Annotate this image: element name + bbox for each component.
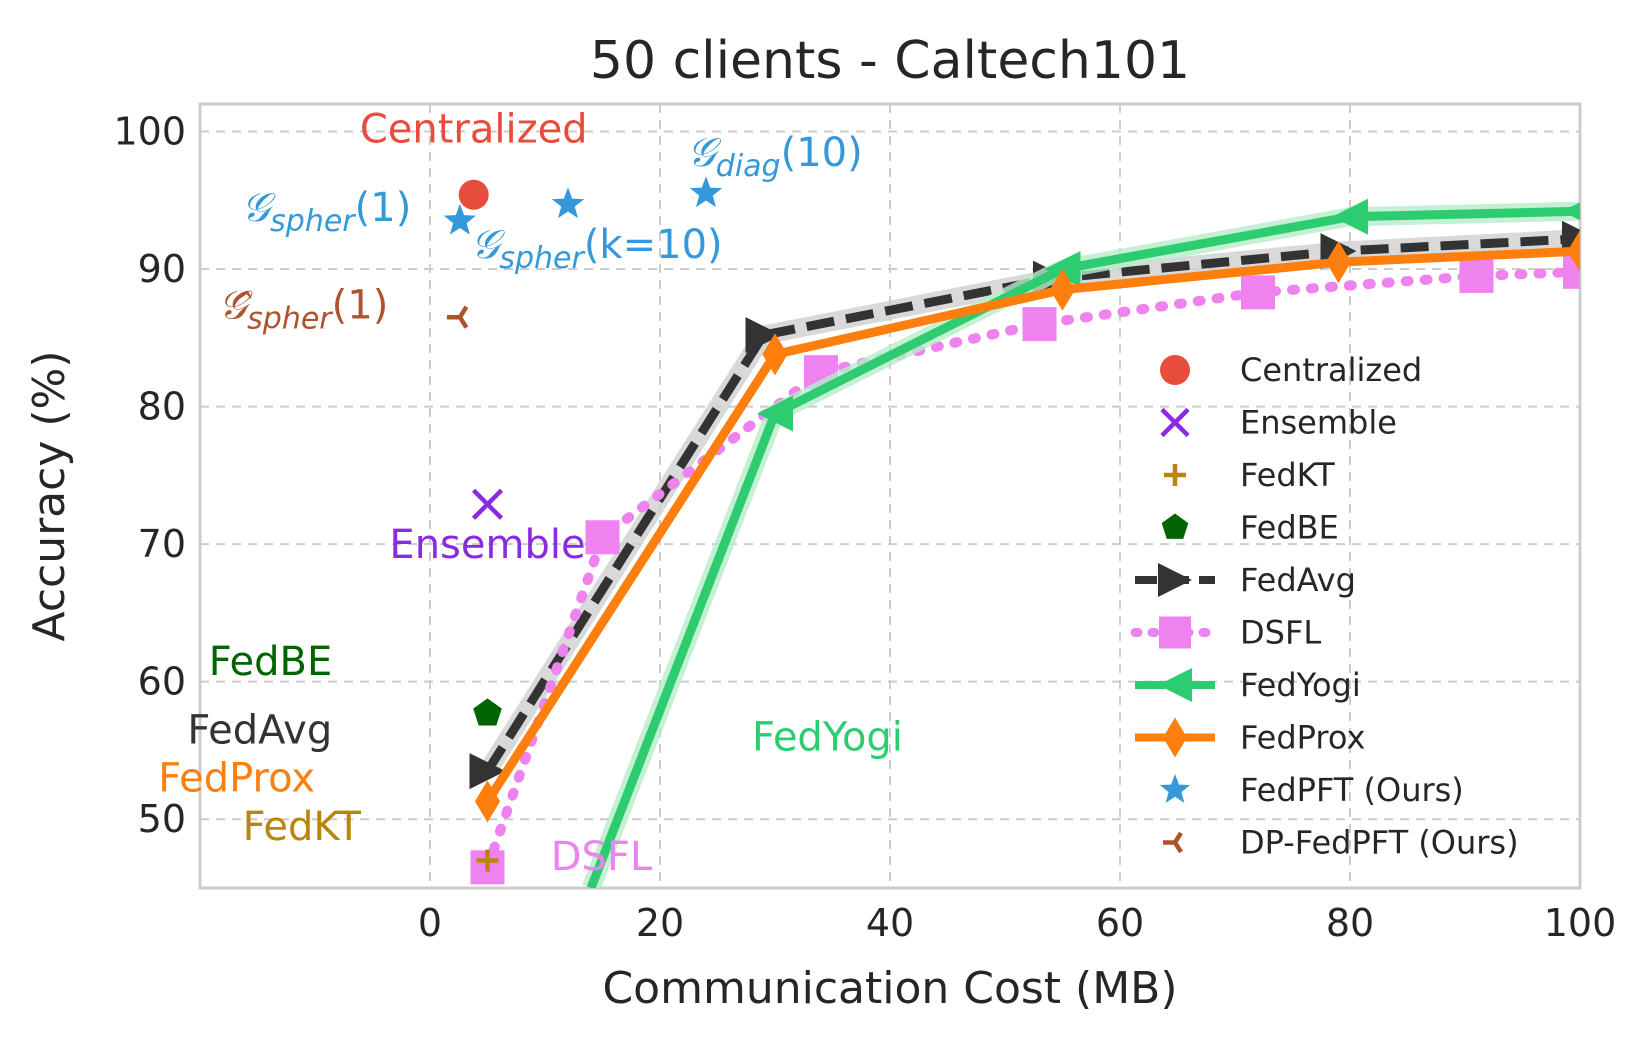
data-point-fedprox <box>1049 268 1076 311</box>
x-tick-label: 0 <box>418 901 442 945</box>
x-tick-label: 20 <box>636 901 684 945</box>
annotation-gdiag10: 𝒢diag(10) <box>687 130 862 184</box>
annotation-fedkt: FedKT <box>243 804 362 850</box>
annotation-dsfl: DSFL <box>551 834 653 880</box>
point-dp-fedpft-ours <box>446 305 469 329</box>
data-point-dsfl <box>585 520 620 555</box>
data-point-fedprox <box>1325 241 1352 284</box>
legend-item-fedprox: FedProx <box>1135 717 1365 758</box>
legend-item-fedbe: FedBE <box>1161 509 1339 547</box>
x-tick-label: 60 <box>1096 901 1144 945</box>
legend-item-fedpft-ours: FedPFT (Ours) <box>1159 771 1464 809</box>
legend-item-fedyogi: FedYogi <box>1135 666 1361 704</box>
legend-label: FedProx <box>1240 719 1365 757</box>
point-fedpft-ours-k-1 <box>443 203 477 235</box>
legend-item-fedkt: FedKT <box>1164 456 1335 494</box>
data-point-fedavg <box>469 753 506 790</box>
annotation-dpg: 𝒢̂spher(1) <box>219 283 389 337</box>
data-point-fedyogi <box>1332 198 1368 235</box>
legend-marker <box>1158 668 1192 702</box>
point-fedpft-ours-k-10 <box>551 187 585 219</box>
y-tick-label: 100 <box>113 110 186 154</box>
data-point-fedprox <box>1567 230 1580 273</box>
legend-marker <box>1159 616 1191 649</box>
legend-item-centralized: Centralized <box>1160 351 1422 389</box>
legend-item-dp-fedpft-ours: DP-FedPFT (Ours) <box>1163 824 1519 862</box>
point-fedpft-ours-diag <box>689 176 723 208</box>
point-centralized <box>458 179 489 210</box>
legend-label: FedPFT (Ours) <box>1240 771 1464 809</box>
point-fedkt <box>476 849 499 872</box>
legend-marker <box>1161 513 1189 539</box>
legend-item-dsfl: DSFL <box>1130 614 1321 652</box>
annotation-fedyogi: FedYogi <box>752 714 903 760</box>
data-point-fedprox <box>762 333 788 376</box>
legend-label: Centralized <box>1240 351 1422 389</box>
point-fedbe <box>473 698 502 726</box>
y-tick-label: 70 <box>138 522 186 566</box>
x-tick-label: 80 <box>1326 901 1374 945</box>
y-tick-label: 90 <box>138 247 186 291</box>
legend-marker <box>1158 563 1192 597</box>
legend-marker <box>1160 355 1190 385</box>
x-axis-label: Communication Cost (MB) <box>602 963 1177 1014</box>
legend-marker <box>1163 831 1183 854</box>
legend-marker <box>1163 717 1187 758</box>
annotation-fedavg: FedAvg <box>187 708 332 754</box>
data-point-dsfl <box>1241 275 1275 310</box>
legend-label: DP-FedPFT (Ours) <box>1240 824 1519 862</box>
legend-label: FedKT <box>1240 456 1335 494</box>
legend-marker <box>1159 774 1191 803</box>
y-tick-label: 50 <box>138 797 186 841</box>
data-point-fedyogi <box>757 395 793 432</box>
chart-title: 50 clients - Caltech101 <box>590 31 1190 91</box>
point-ensemble <box>471 488 504 520</box>
legend-label: FedYogi <box>1240 666 1361 704</box>
annotation-centralized: Centralized <box>360 107 588 153</box>
annotation-fedprox: FedProx <box>158 756 315 802</box>
data-point-dsfl <box>1022 307 1057 342</box>
x-tick-label: 40 <box>866 901 914 945</box>
data-point-fedyogi <box>1562 202 1580 221</box>
y-tick-label: 80 <box>138 385 186 429</box>
legend-item-ensemble: Ensemble <box>1160 404 1397 442</box>
legend-item-fedavg: FedAvg <box>1135 561 1356 599</box>
legend-marker <box>1160 407 1190 438</box>
legend-marker <box>1164 464 1186 486</box>
data-point-fedprox <box>474 780 501 823</box>
annotation-fedbe: FedBE <box>209 639 333 685</box>
legend-label: FedBE <box>1240 509 1339 547</box>
legend-label: Ensemble <box>1240 404 1397 442</box>
y-axis-label: Accuracy (%) <box>24 350 75 641</box>
legend-label: DSFL <box>1240 614 1321 652</box>
x-tick-label: 100 <box>1544 901 1617 945</box>
annotation-gspher1: 𝒢spher(1) <box>242 185 412 239</box>
annotation-ensemble: Ensemble <box>389 522 585 568</box>
y-tick-label: 60 <box>138 660 186 704</box>
data-point-fedavg <box>745 317 782 354</box>
legend-label: FedAvg <box>1240 561 1356 599</box>
data-point-dsfl <box>1459 258 1494 293</box>
